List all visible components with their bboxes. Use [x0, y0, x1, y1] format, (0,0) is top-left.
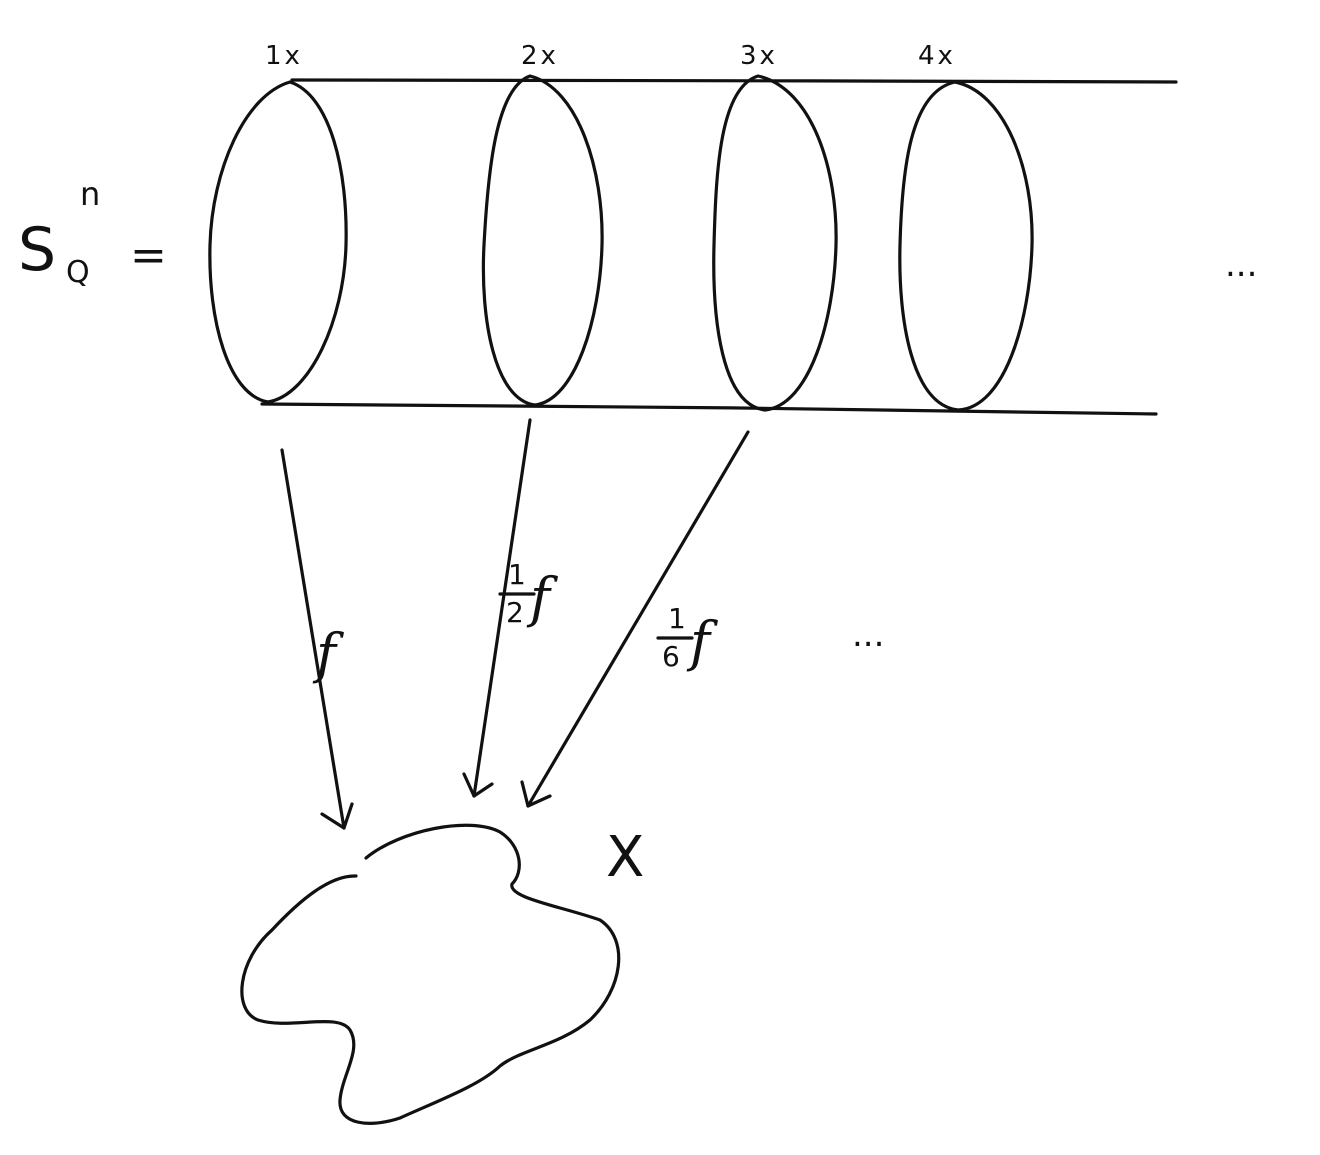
disk-2 [481, 74, 604, 407]
copy-label-2: 2x [521, 41, 559, 71]
continuation-right: ... [1225, 245, 1257, 285]
disk-1 [208, 80, 348, 404]
map-label-1-function: f [312, 622, 344, 685]
target-label: X [606, 825, 644, 890]
space-symbol: S n Q = [18, 175, 167, 290]
space-superscript: n [80, 175, 100, 213]
cylinder-top-line [290, 78, 1178, 84]
disk-3 [712, 74, 838, 412]
map-label-2: 1 2 f [498, 558, 558, 629]
map-arrow-3 [520, 430, 750, 808]
copy-label-3: 3x [740, 41, 778, 71]
map-arrow-2 [462, 418, 532, 798]
copy-label-4: 4x [918, 41, 956, 71]
map-label-3-function: f [686, 610, 718, 673]
cylinder-bottom-line [260, 402, 1158, 416]
map-label-3-denominator: 6 [662, 640, 680, 673]
target-blob [240, 823, 621, 1125]
continuation-maps: ... [852, 615, 884, 655]
map-label-2-numerator: 1 [508, 558, 526, 591]
map-label-3: 1 6 f [656, 602, 718, 673]
map-label-2-denominator: 2 [506, 596, 524, 629]
copy-label-1: 1x [265, 41, 303, 71]
space-subscript: Q [66, 255, 90, 290]
space-symbol-s: S [18, 215, 56, 285]
space-equals: = [130, 230, 167, 281]
map-label-3-numerator: 1 [668, 602, 686, 635]
map-label-2-function: f [526, 566, 558, 629]
disk-4 [898, 80, 1034, 412]
map-arrow-1 [280, 448, 354, 830]
